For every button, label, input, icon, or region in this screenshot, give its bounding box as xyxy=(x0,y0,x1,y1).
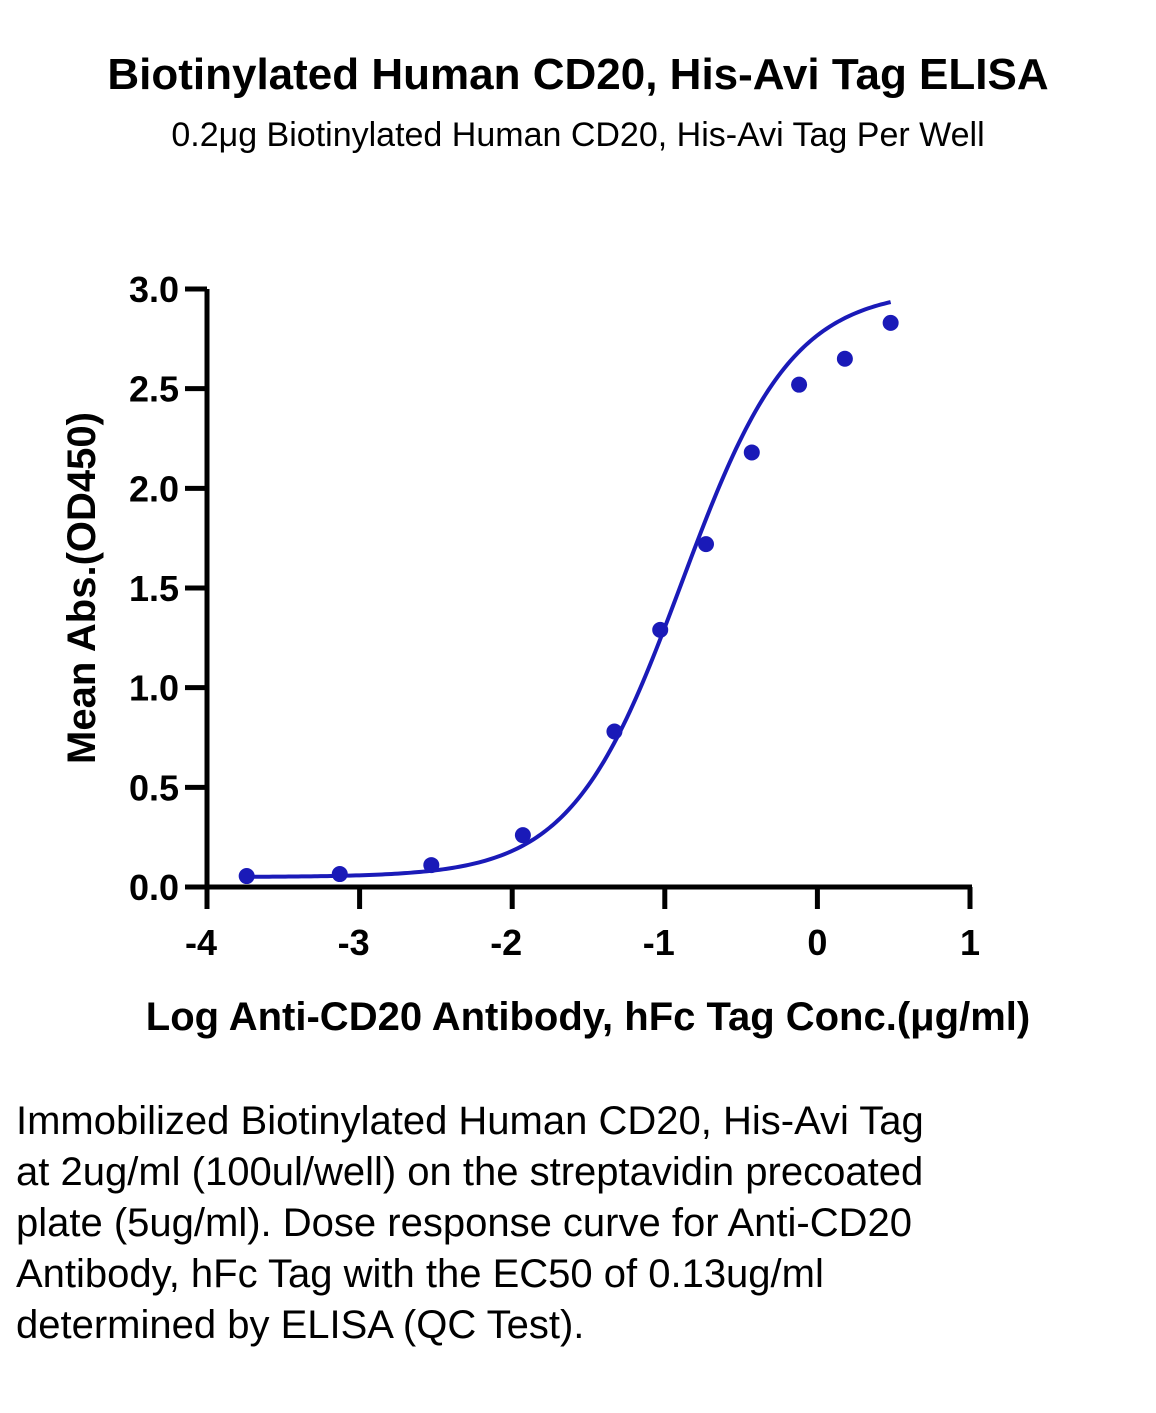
data-point xyxy=(652,621,669,638)
data-point xyxy=(238,868,255,885)
chart-axes: 0.0 0.5 1.0 1.5 2.0 2.5 3.0 -4 -3 -2 -1 0 1 xyxy=(129,269,980,963)
y-tick-label: 1.5 xyxy=(129,568,179,609)
data-point xyxy=(514,827,531,844)
x-tick-label: -2 xyxy=(490,922,522,963)
y-tick-label: 0.0 xyxy=(129,867,179,908)
y-tick-label: 3.0 xyxy=(129,269,179,310)
data-point xyxy=(331,866,348,883)
chart-subtitle: 0.2μg Biotinylated Human CD20, His-Avi T… xyxy=(171,116,985,154)
data-point xyxy=(836,350,853,367)
x-axis-label: Log Anti-CD20 Antibody, hFc Tag Conc.(μg… xyxy=(146,995,1030,1039)
data-point xyxy=(791,376,808,393)
y-tick-label: 1.0 xyxy=(129,668,179,709)
x-tick-label: 1 xyxy=(960,922,980,963)
x-tick-label: -3 xyxy=(338,922,370,963)
elisa-chart: 0.0 0.5 1.0 1.5 2.0 2.5 3.0 -4 -3 -2 -1 0 1 Mean Abs… xyxy=(60,269,1030,1039)
figure-caption: Immobilized Biotinylated Human CD20, His… xyxy=(16,1099,924,1347)
y-tick-label: 2.0 xyxy=(129,468,179,509)
plot-area xyxy=(238,300,899,885)
data-point xyxy=(882,314,899,331)
y-axis-label: Mean Abs.(OD450) xyxy=(60,412,104,764)
data-point xyxy=(743,444,760,461)
fit-curve xyxy=(246,300,892,879)
data-point xyxy=(698,536,715,553)
x-tick-label: 0 xyxy=(807,922,827,963)
chart-title: Biotinylated Human CD20, His-Avi Tag ELI… xyxy=(107,50,1049,99)
y-tick-label: 0.5 xyxy=(129,767,179,808)
data-point xyxy=(606,723,623,740)
x-tick-label: -4 xyxy=(185,922,217,963)
data-point xyxy=(423,857,440,874)
y-tick-label: 2.5 xyxy=(129,369,179,410)
x-tick-label: -1 xyxy=(643,922,675,963)
